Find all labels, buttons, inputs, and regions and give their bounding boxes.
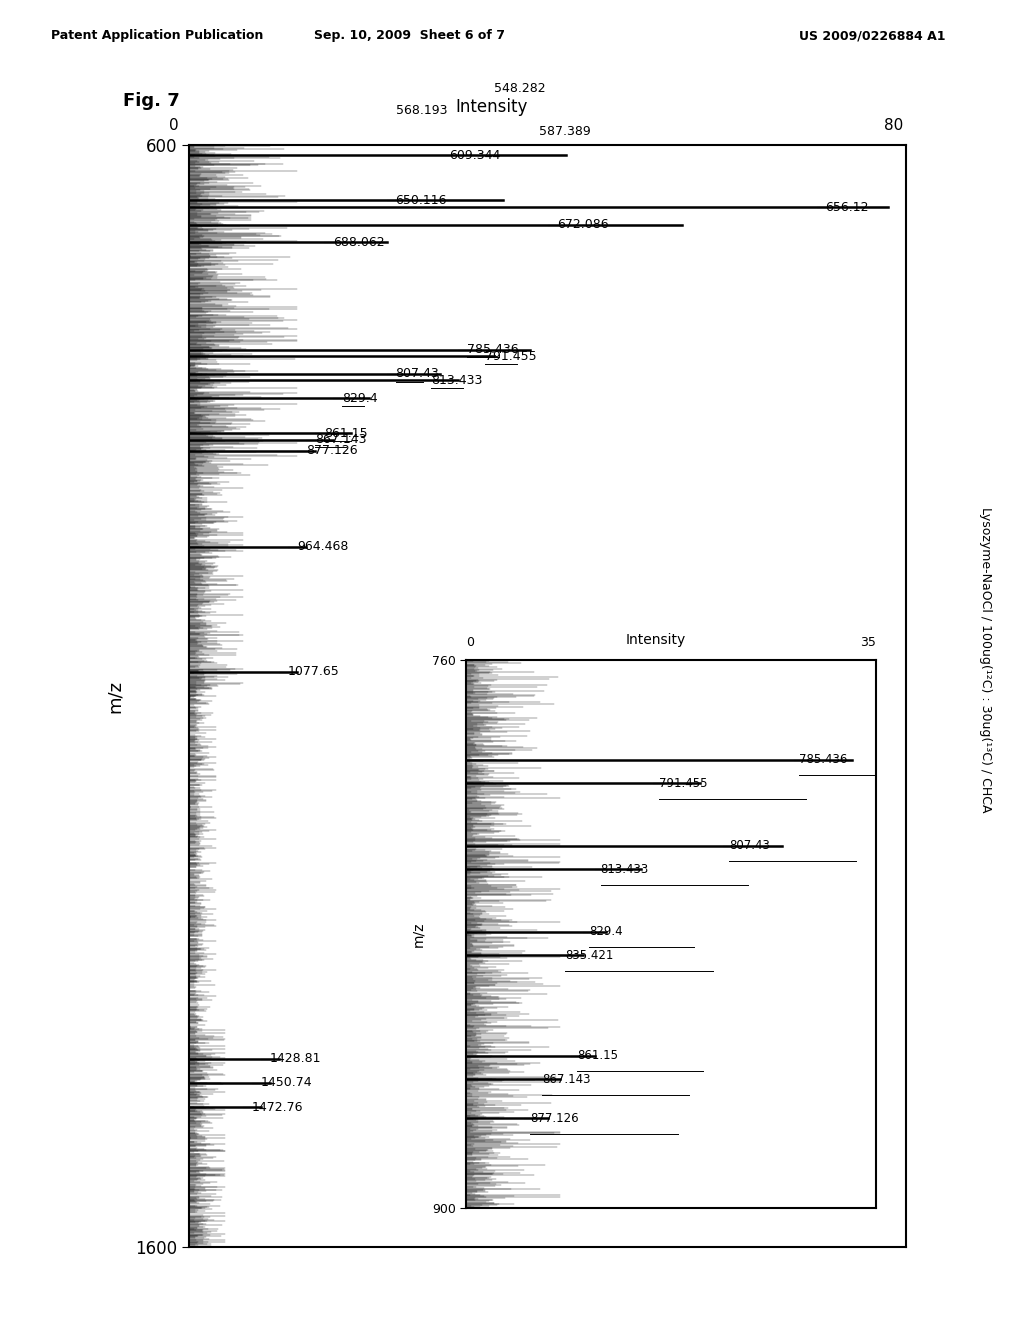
Text: 877.126: 877.126 <box>530 1111 579 1125</box>
Text: 867.143: 867.143 <box>315 433 367 446</box>
Text: 861.15: 861.15 <box>324 426 368 440</box>
Text: 568.193: 568.193 <box>395 104 447 116</box>
Text: 867.143: 867.143 <box>542 1073 591 1086</box>
Text: 548.282: 548.282 <box>494 82 546 95</box>
Text: 1428.81: 1428.81 <box>270 1052 322 1065</box>
Text: 861.15: 861.15 <box>578 1049 618 1063</box>
Text: 829.4: 829.4 <box>589 925 623 939</box>
Text: 1077.65: 1077.65 <box>288 665 340 678</box>
Text: 791.455: 791.455 <box>485 350 537 363</box>
Text: 807.43: 807.43 <box>395 367 439 380</box>
Text: 964.468: 964.468 <box>297 540 348 553</box>
Text: Lysozyme-NaOCl / 100ug(¹²C) : 30ug(¹³C) / CHCA: Lysozyme-NaOCl / 100ug(¹²C) : 30ug(¹³C) … <box>979 507 991 813</box>
Text: 80: 80 <box>884 119 903 133</box>
Text: 650.116: 650.116 <box>395 194 447 207</box>
Text: Sep. 10, 2009  Sheet 6 of 7: Sep. 10, 2009 Sheet 6 of 7 <box>314 29 505 42</box>
Text: 656.12: 656.12 <box>825 201 869 214</box>
Text: 835.421: 835.421 <box>565 949 613 961</box>
Text: 672.086: 672.086 <box>557 218 608 231</box>
Text: 785.436: 785.436 <box>800 752 848 766</box>
Text: 813.433: 813.433 <box>600 862 649 875</box>
Text: 609.344: 609.344 <box>450 149 501 162</box>
Text: 1472.76: 1472.76 <box>252 1101 304 1114</box>
Y-axis label: m/z: m/z <box>105 680 124 713</box>
Text: 0: 0 <box>466 636 474 649</box>
Text: US 2009/0226884 A1: US 2009/0226884 A1 <box>799 29 945 42</box>
Text: 1450.74: 1450.74 <box>261 1076 312 1089</box>
Text: 785.436: 785.436 <box>467 343 519 356</box>
Text: Fig. 7: Fig. 7 <box>123 92 179 111</box>
Y-axis label: m/z: m/z <box>412 921 425 946</box>
Text: Intensity: Intensity <box>626 632 685 647</box>
Text: 688.062: 688.062 <box>333 236 384 248</box>
Text: 813.433: 813.433 <box>431 374 482 387</box>
Text: Patent Application Publication: Patent Application Publication <box>51 29 263 42</box>
Text: 0: 0 <box>169 119 178 133</box>
Text: 807.43: 807.43 <box>729 840 770 853</box>
Text: 587.389: 587.389 <box>539 125 591 137</box>
Text: 35: 35 <box>859 636 876 649</box>
Text: 829.4: 829.4 <box>342 392 378 404</box>
Text: 791.455: 791.455 <box>659 776 708 789</box>
Text: Intensity: Intensity <box>456 98 527 116</box>
Text: 877.126: 877.126 <box>306 444 357 457</box>
